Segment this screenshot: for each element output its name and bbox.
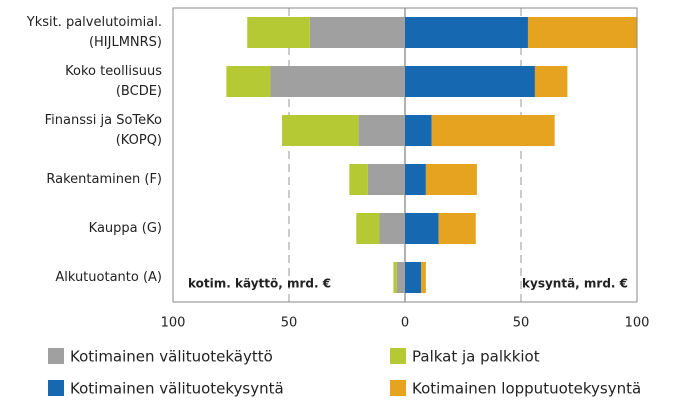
bar xyxy=(431,115,555,146)
x-tick-label: 50 xyxy=(281,316,298,331)
y-tick-label: (HIJLMNRS) xyxy=(89,35,162,50)
plot-frame xyxy=(172,7,638,303)
annotation: kysyntä, mrd. € xyxy=(522,277,628,291)
bar xyxy=(367,164,405,195)
bar xyxy=(226,66,271,97)
bar xyxy=(379,213,405,244)
bar xyxy=(349,164,368,195)
y-tick-label: (KOPQ) xyxy=(116,133,162,148)
bar xyxy=(527,17,637,48)
legend-swatch xyxy=(390,380,406,396)
bar xyxy=(270,66,405,97)
bar xyxy=(282,115,359,146)
legend-swatch xyxy=(390,348,406,364)
bar xyxy=(309,17,405,48)
bar xyxy=(405,17,528,48)
bar xyxy=(396,262,405,293)
bar xyxy=(405,213,439,244)
bar xyxy=(405,66,535,97)
legend-label: Kotimainen välituotekysyntä xyxy=(70,380,284,398)
bar xyxy=(534,66,568,97)
legend-label: Palkat ja palkkiot xyxy=(412,348,540,366)
bar xyxy=(356,213,380,244)
legend-swatch xyxy=(48,380,64,396)
x-tick-label: 50 xyxy=(513,316,530,331)
y-tick-label: Yksit. palvelutoimial. xyxy=(26,15,162,30)
x-tick-label: 100 xyxy=(625,316,650,331)
bar xyxy=(405,115,432,146)
y-tick-label: Alkutuotanto (A) xyxy=(55,270,162,285)
y-tick-label: Rakentaminen (F) xyxy=(46,172,162,187)
bar xyxy=(405,262,422,293)
bar xyxy=(358,115,405,146)
legend-swatch xyxy=(48,348,64,364)
bar xyxy=(425,164,477,195)
annotation: kotim. käyttö, mrd. € xyxy=(188,277,331,291)
y-tick-label: Koko teollisuus xyxy=(65,64,162,79)
y-tick-label: Kauppa (G) xyxy=(89,221,162,236)
x-tick-label: 100 xyxy=(161,316,186,331)
legend-label: Kotimainen välituotekäyttö xyxy=(70,348,273,366)
y-tick-label: Finanssi ja SoTeKo xyxy=(45,113,162,128)
x-tick-label: 0 xyxy=(401,316,409,331)
y-tick-label: (BCDE) xyxy=(116,84,162,99)
bar xyxy=(421,262,426,293)
bar xyxy=(438,213,476,244)
bar xyxy=(247,17,310,48)
bar xyxy=(405,164,426,195)
bar xyxy=(393,262,397,293)
legend-label: Kotimainen lopputuotekysyntä xyxy=(412,380,641,398)
